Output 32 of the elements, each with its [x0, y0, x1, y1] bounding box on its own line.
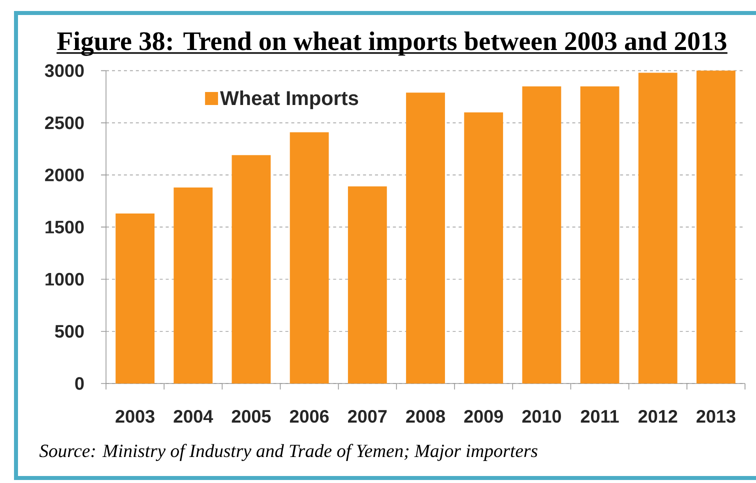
- x-tick-label: 2006: [290, 410, 329, 423]
- x-tick-label: 2009: [464, 410, 503, 423]
- bar: [290, 132, 329, 384]
- y-tick-label: 2500: [45, 116, 84, 130]
- bar: [522, 86, 562, 384]
- y-tick-label: 2000: [45, 168, 84, 182]
- legend-label: Wheat Imports: [220, 90, 358, 110]
- y-tick-label: 1500: [46, 220, 84, 234]
- x-tick-label: 2011: [580, 410, 619, 423]
- y-tick-label: 1000: [46, 272, 84, 286]
- bar: [638, 72, 678, 384]
- y-tick-label: 0: [75, 377, 84, 390]
- x-tick-label: 2008: [406, 410, 445, 423]
- source-note: Source: Ministry of Industry and Trade of Yemen; Major importers: [39, 444, 538, 461]
- bar: [232, 155, 271, 384]
- y-tick-label: 500: [55, 324, 84, 338]
- bar: [464, 112, 504, 384]
- chart-title: Figure 38: Trend on wheat imports between 2003 and 2013: [57, 31, 726, 56]
- bar: [696, 70, 736, 384]
- x-tick-label: 2005: [232, 410, 271, 423]
- bar: [406, 92, 445, 384]
- y-tick-label: 3000: [44, 64, 84, 78]
- bar: [174, 187, 213, 384]
- x-tick-label: 2013: [696, 410, 736, 423]
- bar: [348, 186, 387, 384]
- x-tick-label: 2004: [174, 410, 214, 423]
- x-tick-label: 2010: [522, 410, 561, 423]
- x-tick-label: 2012: [638, 410, 678, 423]
- x-tick-label: 2003: [116, 410, 154, 423]
- bar: [116, 214, 155, 384]
- bar: [580, 86, 620, 384]
- x-tick-label: 2007: [348, 410, 387, 423]
